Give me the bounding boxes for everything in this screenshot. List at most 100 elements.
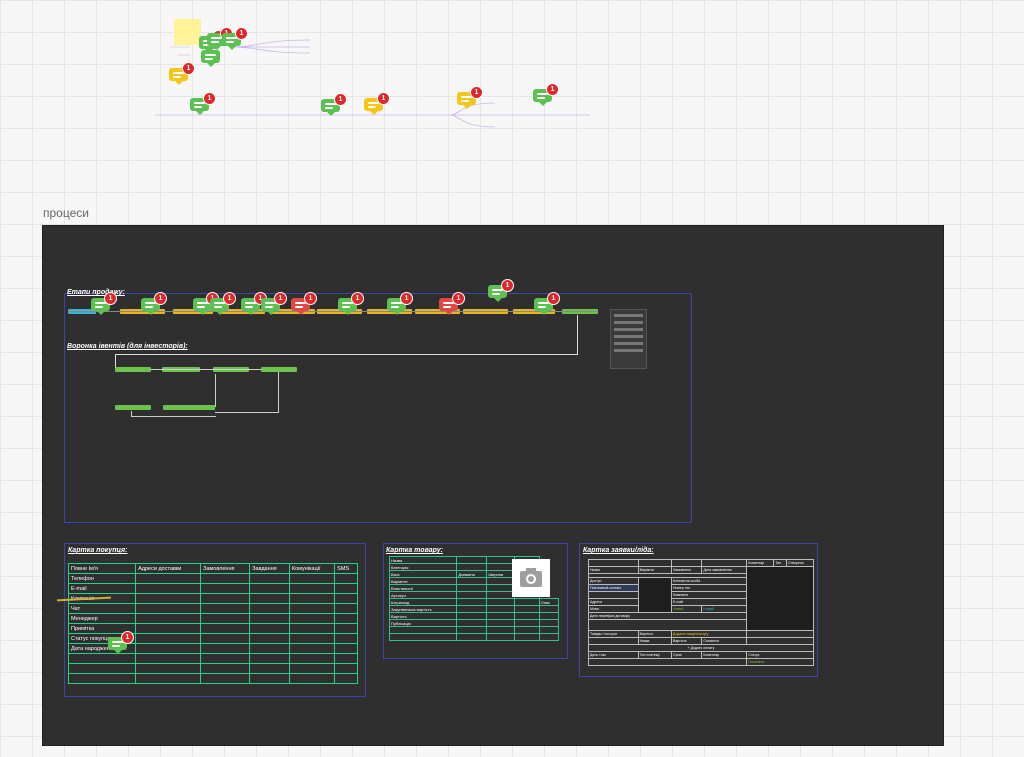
cell-label: Вартість xyxy=(637,630,673,638)
cell-label: Доступ xyxy=(588,577,639,585)
add-product-link[interactable]: Додати товар/послугу xyxy=(671,630,748,638)
comment-marker[interactable]: 1 xyxy=(141,292,167,315)
connector xyxy=(115,354,116,368)
cell-label: Варіанти xyxy=(637,566,673,574)
row-label: Менеджер xyxy=(67,613,137,624)
comment-marker[interactable]: 1 xyxy=(457,86,483,109)
cell-label: Адреса xyxy=(588,598,639,606)
cell-label: Товари / послуги xyxy=(588,630,639,638)
desc-label: Опис xyxy=(538,598,560,606)
funnel-node[interactable] xyxy=(163,405,215,410)
cell-label: Коментар xyxy=(701,651,748,659)
cell-label: Коментар xyxy=(746,559,775,567)
process-frame[interactable]: Етапи продажу: Воронка івентів (для інве… xyxy=(42,225,944,746)
connector xyxy=(115,354,578,355)
row-label: Чат xyxy=(67,603,137,614)
frame-label: процеси xyxy=(43,206,89,220)
status-label: Новий xyxy=(671,605,703,613)
comment-marker[interactable]: 1 xyxy=(338,292,364,315)
cell-label: Дата і час xyxy=(588,651,639,659)
product-card-title: Картка товару: xyxy=(386,547,443,554)
comment-marker[interactable]: 1 xyxy=(91,292,117,315)
lead-table: Коментар Тип Створено Назва Варіанти Замовле… xyxy=(587,559,814,666)
cell-label: Тип платежу xyxy=(637,651,673,659)
row-label: Назва xyxy=(388,556,458,564)
cell-label: Вартість xyxy=(671,637,703,645)
funnel-node[interactable] xyxy=(115,405,151,410)
row-label: Закупівельна вартість xyxy=(388,605,458,613)
cell-label: E-mail xyxy=(671,598,748,606)
comment-marker[interactable]: 1 xyxy=(222,27,248,50)
row-label: Штрихкод xyxy=(388,598,458,606)
camera-icon xyxy=(512,559,550,597)
comment-marker[interactable]: 1 xyxy=(364,92,390,115)
comment-marker[interactable] xyxy=(201,47,223,67)
row-label: Варіанти xyxy=(388,577,458,585)
lead-card[interactable]: Картка заявки/ліда: Коментар Тип Створено … xyxy=(579,543,818,677)
cell-label: Номер тел. xyxy=(671,584,748,592)
comment-marker[interactable]: 1 xyxy=(261,292,287,315)
table-header: Повне Ім'я xyxy=(67,563,137,574)
col-header: Ширина xyxy=(486,570,515,578)
row-label: Категорія xyxy=(388,563,458,571)
buyer-card[interactable]: Картка покупця: Повне Ім'я Адреси достав… xyxy=(64,543,366,697)
stages-pane[interactable]: Етапи продажу: Воронка івентів (для інве… xyxy=(64,289,692,523)
lead-card-title: Картка заявки/ліда: xyxy=(583,547,654,554)
cell-label: Статус xyxy=(746,651,814,659)
connector xyxy=(215,412,279,413)
comment-marker[interactable]: 1 xyxy=(241,292,267,315)
row-label: E-mail xyxy=(67,583,137,594)
cell-label: Контактна особа xyxy=(671,577,748,585)
comment-marker[interactable]: 1 xyxy=(439,292,465,315)
cell-label: Створено xyxy=(786,559,814,567)
cell-label: Мова xyxy=(588,605,639,613)
col-header: Довжина xyxy=(456,570,488,578)
connector xyxy=(215,374,216,407)
funnel-node[interactable] xyxy=(261,367,297,372)
cell-label: Дата перевірки договору xyxy=(587,612,748,620)
status-label: Новий xyxy=(701,605,748,613)
cell-label: Дата замовлення xyxy=(701,566,748,574)
comment-marker[interactable]: 1 xyxy=(321,93,347,116)
product-card[interactable]: Картка товару: Назва Категорія Вага Довжи… xyxy=(383,543,568,659)
connector xyxy=(278,372,279,412)
cell-label: Назва xyxy=(637,637,673,645)
add-payment-button[interactable]: + Додати оплату xyxy=(588,644,814,652)
comment-marker[interactable]: 1 xyxy=(488,279,514,302)
comment-marker[interactable]: 1 xyxy=(190,92,216,115)
funnel-node[interactable] xyxy=(115,367,151,372)
cell-label: Замовлено xyxy=(671,566,703,574)
comment-marker[interactable]: 1 xyxy=(534,292,560,315)
sticky-note[interactable] xyxy=(174,19,201,45)
cell-label: Сума xyxy=(671,651,703,659)
table-header: Замовлення xyxy=(200,563,251,574)
status-label: Оплачено xyxy=(746,658,814,666)
table-header: Комунікації xyxy=(288,563,336,574)
row-label: Властивості xyxy=(388,584,458,592)
connector xyxy=(68,311,598,312)
comment-marker[interactable]: 1 xyxy=(210,292,236,315)
connector xyxy=(577,315,578,355)
connector xyxy=(151,369,261,370)
comment-marker[interactable]: 1 xyxy=(533,83,559,106)
buyer-card-title: Картка покупця: xyxy=(68,547,128,554)
comment-marker[interactable]: 1 xyxy=(169,62,195,85)
connector xyxy=(131,416,216,417)
cell-label: Назва xyxy=(588,566,639,574)
legend-panel xyxy=(610,309,647,369)
table-header: SMS xyxy=(334,563,358,574)
comment-marker[interactable]: 1 xyxy=(291,292,317,315)
row-label: Артикул xyxy=(388,591,458,599)
funnel-title: Воронка івентів (для інвесторів): xyxy=(67,343,188,350)
cell-label: Пов'язаний контакт xyxy=(588,584,639,592)
cell-label: Компанія xyxy=(671,591,748,599)
connector xyxy=(131,411,132,417)
table-header: Завдання xyxy=(249,563,290,574)
table-header: Адреси доставки xyxy=(135,563,202,574)
stages-title: Етапи продажу: xyxy=(67,289,125,296)
comment-marker[interactable]: 1 xyxy=(108,631,134,654)
row-label: Публікація xyxy=(388,619,458,627)
comment-marker[interactable]: 1 xyxy=(387,292,413,315)
row-label: Вага xyxy=(388,570,458,578)
buyer-table: Повне Ім'я Адреси доставки Замовлення За… xyxy=(67,563,358,684)
